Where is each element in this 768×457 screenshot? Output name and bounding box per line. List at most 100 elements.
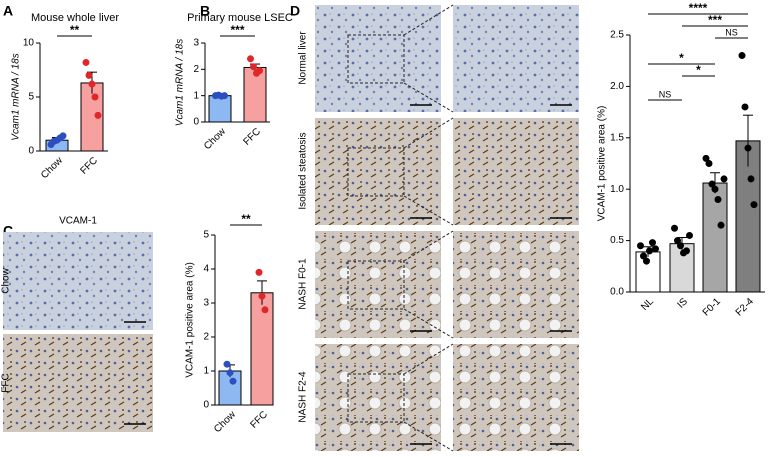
- data-point: [637, 242, 644, 250]
- y-tick-label: 2.5: [610, 30, 624, 41]
- x-tick-label: FFC: [78, 155, 100, 177]
- micrograph: [3, 334, 153, 432]
- data-point: [741, 103, 749, 111]
- data-point: [85, 71, 93, 79]
- significance-label: NS: [659, 89, 672, 99]
- y-tick-label: 1.5: [610, 132, 624, 143]
- data-point: [256, 67, 263, 75]
- x-tick-label: Chow: [202, 126, 228, 152]
- y-tick-label: 0: [28, 146, 34, 157]
- data-point: [677, 242, 684, 250]
- y-tick-label: 2.0: [610, 81, 624, 92]
- x-tick-label: FFC: [248, 409, 270, 431]
- y-tick-label: 4: [203, 264, 209, 275]
- micrograph: [453, 344, 579, 451]
- data-point: [221, 92, 228, 100]
- y-tick-label: 0.0: [610, 287, 624, 298]
- x-tick-label: Chow: [39, 155, 65, 181]
- data-point: [229, 377, 237, 385]
- data-point: [714, 195, 722, 203]
- data-point: [649, 239, 656, 247]
- panel-label: D: [290, 3, 300, 19]
- data-point: [261, 306, 269, 314]
- y-tick-label: 2: [193, 64, 199, 75]
- inset-connector: [403, 343, 454, 375]
- panel-label: A: [3, 3, 13, 19]
- image-row-label: Chow: [1, 267, 12, 293]
- data-point: [226, 369, 234, 377]
- x-tick-label: NL: [639, 296, 656, 313]
- data-point: [643, 257, 650, 265]
- significance-label: **: [241, 212, 251, 226]
- x-tick-label: F0-1: [701, 296, 724, 319]
- micrograph: [3, 232, 153, 330]
- significance-label: **: [70, 23, 80, 37]
- inset-box: [347, 34, 405, 84]
- data-point: [738, 52, 746, 60]
- x-tick-label: IS: [676, 296, 691, 311]
- data-point: [717, 221, 725, 229]
- inset-box: [347, 147, 405, 197]
- inset-connector: [403, 230, 454, 262]
- data-point: [652, 245, 659, 253]
- micrograph: [453, 5, 579, 112]
- y-axis-label: Vcam1 mRNA / 18s: [175, 39, 186, 126]
- significance-label: *: [679, 51, 684, 65]
- panel-label: B: [200, 3, 210, 19]
- data-point: [646, 247, 653, 255]
- data-point: [671, 224, 678, 232]
- data-point: [250, 63, 257, 71]
- y-tick-label: 1: [193, 90, 199, 101]
- inset-connector: [403, 4, 454, 36]
- significance-label: *: [696, 63, 701, 77]
- micrograph: [315, 344, 441, 451]
- data-point: [705, 160, 713, 167]
- data-point: [708, 180, 716, 188]
- inset-box: [347, 373, 405, 423]
- inset-connector: [403, 82, 454, 113]
- data-point: [702, 154, 710, 162]
- significance-label: ***: [708, 13, 722, 27]
- image-title: VCAM-1: [59, 216, 97, 227]
- data-point: [258, 292, 266, 300]
- panel-label: C: [3, 223, 13, 239]
- data-point: [255, 268, 263, 276]
- data-point: [683, 247, 690, 255]
- micrograph: [315, 118, 441, 225]
- data-point: [88, 80, 96, 88]
- data-point: [674, 237, 681, 245]
- inset-connector: [403, 195, 454, 226]
- chart-title: Mouse whole liver: [31, 12, 119, 24]
- chart-title: Primary mouse LSEC: [187, 12, 293, 24]
- y-tick-label: 5: [203, 230, 209, 241]
- micrograph: [453, 231, 579, 338]
- y-tick-label: 0: [193, 117, 199, 128]
- micrograph: [453, 118, 579, 225]
- data-point: [94, 111, 102, 119]
- image-row-label: NASH F0-1: [298, 258, 309, 310]
- y-tick-label: 1.0: [610, 184, 624, 195]
- y-tick-label: 3: [193, 38, 199, 49]
- data-point: [247, 55, 254, 63]
- image-row-label: Normal liver: [298, 31, 309, 85]
- y-tick-label: 10: [23, 38, 35, 49]
- micrograph: [315, 231, 441, 338]
- data-point: [747, 175, 755, 183]
- bar: [635, 251, 661, 293]
- y-axis-label: VCAM-1 positive area (%): [185, 262, 196, 378]
- data-point: [711, 185, 719, 193]
- data-point: [82, 58, 90, 66]
- image-row-label: FFC: [1, 373, 12, 392]
- significance-label: NS: [725, 27, 738, 37]
- x-tick-label: F2-4: [734, 296, 757, 319]
- y-axis-label: Vcam1 mRNA / 18s: [11, 53, 22, 140]
- y-axis-label: VCAM-1 positive area (%): [597, 106, 608, 222]
- data-point: [223, 360, 231, 368]
- bar: [208, 95, 232, 123]
- data-point: [686, 231, 693, 239]
- data-point: [720, 175, 728, 183]
- data-point: [744, 144, 752, 152]
- y-tick-label: 0: [203, 400, 209, 411]
- inset-connector: [403, 421, 454, 452]
